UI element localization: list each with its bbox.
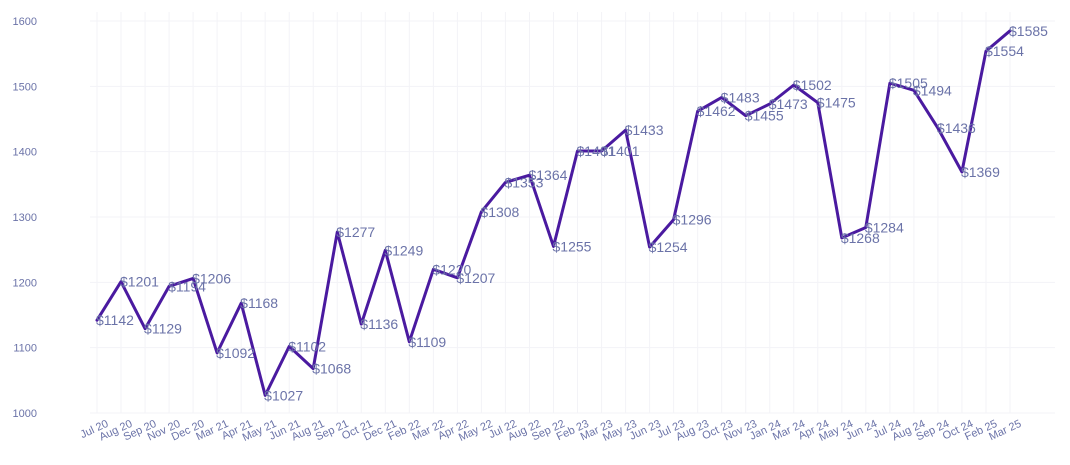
- data-label: $1455: [745, 108, 784, 124]
- y-tick-label: 1400: [13, 147, 37, 159]
- data-label: $1353: [504, 174, 543, 190]
- data-label: $1401: [577, 143, 616, 159]
- data-label: $1136: [360, 316, 398, 332]
- data-label: $1220: [432, 261, 471, 277]
- y-tick-label: 1300: [13, 212, 37, 224]
- data-labels: $1142 $1201 $1129 $1194$1206 $1092 $1168 $1027…: [96, 23, 1048, 404]
- data-label: $1109: [408, 334, 446, 350]
- data-label: $1254: [649, 239, 688, 255]
- data-label: $1206: [192, 270, 231, 286]
- data-label: $1462: [697, 103, 736, 119]
- data-label: $1433: [625, 122, 664, 138]
- data-label: $1255: [553, 238, 592, 254]
- data-label: $1296: [673, 212, 712, 228]
- data-label: $1207: [456, 270, 495, 286]
- data-label: $1502: [793, 77, 832, 93]
- data-label: $1092: [216, 345, 255, 361]
- data-label: $1102: [288, 338, 326, 354]
- data-label: $1268: [841, 230, 880, 246]
- data-label: $1027: [264, 387, 303, 403]
- data-label: $1277: [336, 224, 375, 240]
- data-label: $1142: [96, 312, 134, 328]
- y-tick-label: 1500: [13, 81, 37, 93]
- y-axis: 1000 1100 1200 1300 1400 1500 1600: [13, 16, 37, 420]
- data-label: $1201: [120, 274, 159, 290]
- y-tick-label: 1200: [13, 277, 37, 289]
- data-label: $1436: [937, 120, 976, 136]
- data-label: $1483: [721, 89, 760, 105]
- data-label: $1585: [1009, 23, 1048, 39]
- data-label: $1364: [528, 167, 567, 183]
- y-tick-label: 1100: [13, 343, 37, 355]
- data-label: $1475: [817, 95, 856, 111]
- data-label: $1129: [144, 321, 182, 337]
- data-label: $1284: [865, 219, 904, 235]
- data-label: $1194: [168, 278, 206, 294]
- grid-lines: [90, 12, 1055, 414]
- data-label: $1249: [384, 242, 423, 258]
- series-line: [95, 29, 1012, 397]
- data-label: $1554: [985, 43, 1024, 59]
- data-label: $1401: [601, 143, 640, 159]
- data-label: $1168: [240, 295, 278, 311]
- data-label: $1369: [961, 164, 1000, 180]
- data-label: $1308: [480, 204, 519, 220]
- data-label: $1494: [913, 82, 952, 98]
- y-tick-label: 1600: [13, 16, 37, 28]
- y-tick-label: 1000: [13, 408, 37, 420]
- data-label: $1505: [889, 75, 928, 91]
- data-label: $1068: [312, 361, 351, 377]
- data-label: $1473: [769, 96, 808, 112]
